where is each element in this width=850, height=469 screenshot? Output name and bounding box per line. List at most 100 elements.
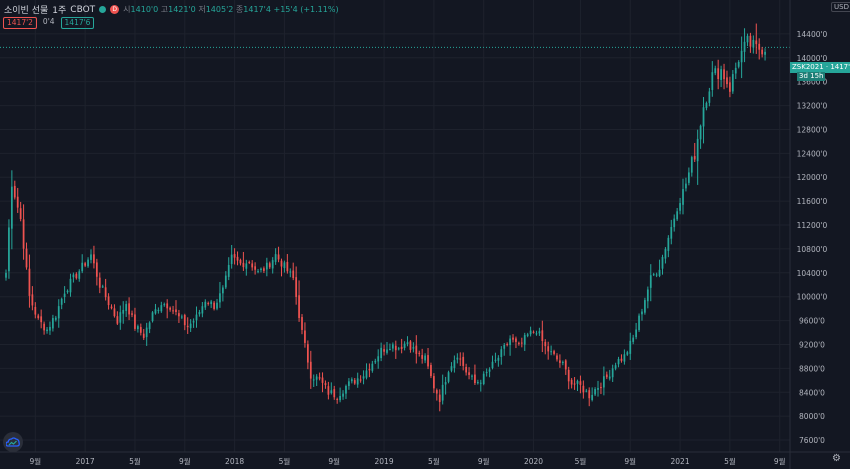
candle-body [497,357,500,361]
candle-body [441,384,444,401]
candle-body [465,366,468,373]
candle-body [93,254,95,264]
candle-body [119,312,122,323]
candle-body [321,377,324,383]
candle-body [412,347,415,349]
candle-body [421,355,424,359]
candle-body [740,50,743,63]
candle-body [280,260,283,267]
candle-body [353,380,356,384]
price-tick-label: 8800'0 [799,364,825,373]
price-tick-label: 12000'0 [797,173,828,182]
candle-body [242,262,245,268]
candle-body [236,256,239,261]
close-value: 1417'4 [243,5,271,14]
candle-body [588,390,591,399]
close-label: 종 [235,5,244,14]
candle-body [383,349,385,352]
candle-body [350,379,353,382]
candle-body [506,344,509,346]
candle-body [359,379,362,381]
candle-body [418,352,421,354]
candle-body [148,322,151,330]
candle-body [178,313,180,317]
currency-label[interactable]: USD [831,2,850,12]
candle-body [336,398,339,400]
candle-body [52,318,54,329]
buy-button[interactable]: 1417'6 [60,17,95,29]
candle-body [503,345,506,349]
candle-body [145,327,148,338]
candle-body [450,366,453,371]
low-value: 1405'2 [205,5,234,14]
candle-body [254,266,256,270]
candle-body [403,343,406,348]
candle-body [708,91,711,103]
market-status-icon [99,6,107,13]
cloud-logo-icon [6,437,20,447]
candle-body [151,312,154,322]
candle-body [274,254,277,262]
candle-body [600,387,602,389]
time-tick-label: 2018 [225,457,244,466]
candle-body [98,277,101,288]
interval-label[interactable]: 1주 [52,6,67,16]
candle-body [221,287,224,294]
candle-body [265,262,268,270]
candle-body [658,269,661,276]
sell-button[interactable]: 1417'2 [3,17,37,29]
candles [5,23,766,412]
candle-body [8,227,10,272]
settings-gear-icon[interactable]: ⚙ [832,453,841,464]
candle-body [368,369,371,371]
candle-body [476,382,479,384]
candle-body [629,340,632,354]
candle-body [726,77,728,85]
candle-body [468,372,470,375]
high-label: 고 [160,5,169,14]
candle-body [512,337,514,340]
time-tick-label: 9월 [328,456,340,466]
candle-body [195,314,198,321]
time-axis[interactable]: 9월 2017 5월 9월 2018 5월 9월 2019 5월 9월 2020 5월 9월 2021 5월… [0,451,850,466]
candle-body [180,316,183,318]
candle-body [260,268,262,271]
candle-body [160,305,163,312]
candle-body [567,369,570,382]
candle-body [435,390,438,394]
candle-body [365,370,368,378]
candle-body [377,356,380,362]
open-label: 시 [123,5,131,14]
candle-body [447,372,450,382]
candle-body [758,43,761,50]
candle-body [230,254,233,264]
delayed-data-icon[interactable]: D [110,5,120,14]
candle-body [107,296,110,306]
price-tick-label: 13600'0 [797,78,828,87]
time-tick-label: 9월 [179,456,191,466]
candle-body [696,138,699,162]
time-tick-label: 9월 [478,456,490,466]
candle-body [409,341,412,350]
last-price-tag: ZSK2021 · 1417'4 [790,62,850,73]
time-tick-label: 2021 [671,457,690,466]
candle-body [705,102,708,108]
candle-body [676,211,679,220]
price-axis[interactable]: 14400'0 14000'0 13600'0 13200'0 12800'0 12400… [789,0,828,469]
candle-body [485,371,488,374]
candle-body [386,349,388,353]
candle-body [570,379,573,385]
price-tick-label: 12800'0 [797,125,828,134]
candle-body [19,208,22,219]
candle-body [734,67,737,74]
candle-body [46,329,48,332]
candle-body [327,386,330,395]
candle-body [345,385,347,394]
tradingview-logo-icon[interactable] [3,432,23,452]
candle-body [315,376,318,380]
symbol-name[interactable]: 소이빈 선물 [4,6,49,16]
candle-body [433,376,435,389]
candle-body [69,278,72,293]
